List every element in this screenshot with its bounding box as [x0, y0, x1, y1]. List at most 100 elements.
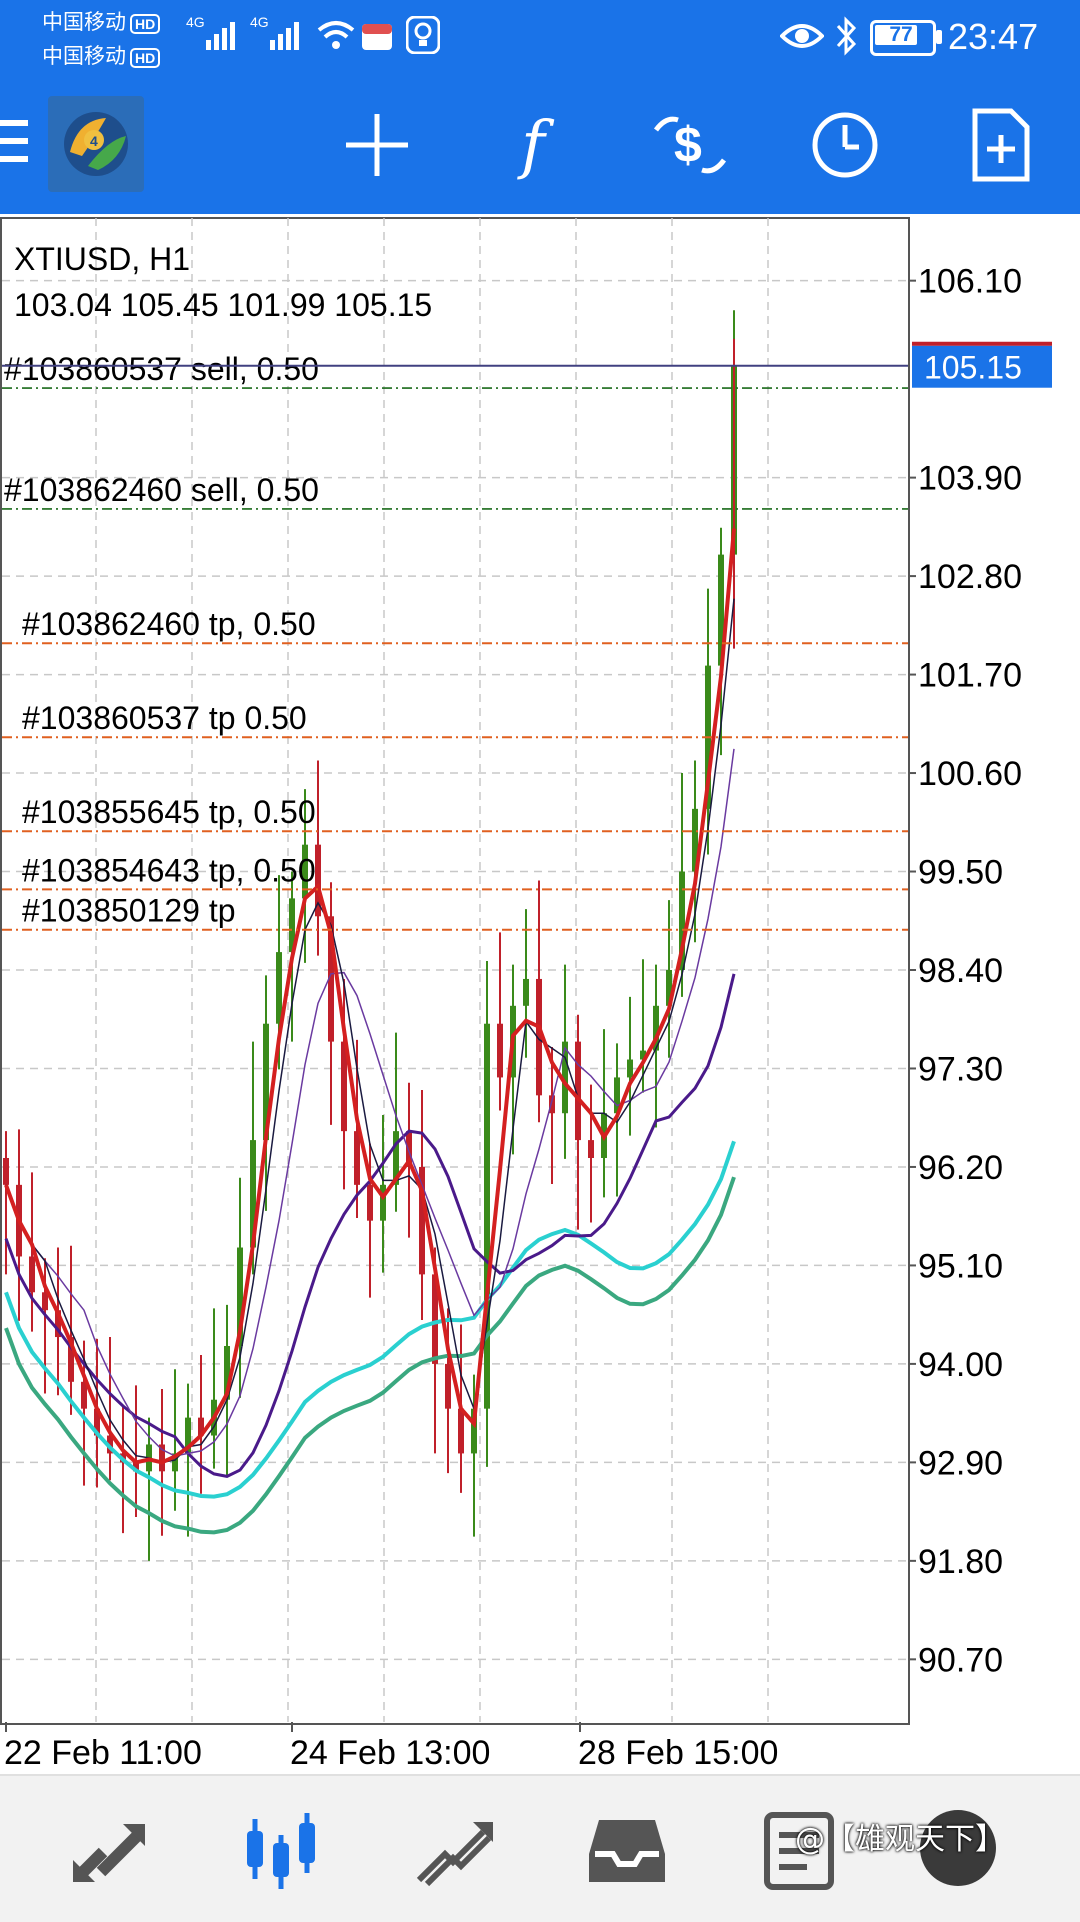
new-order-icon	[972, 108, 1030, 182]
app-notification-icon	[362, 24, 392, 50]
candle-body	[653, 1005, 659, 1051]
candle-body	[263, 1023, 269, 1141]
tp-label: #103860537 tp 0.50	[22, 700, 307, 736]
price-label: 106.10	[918, 263, 1022, 301]
nav-chart[interactable]	[236, 1806, 326, 1896]
ma-cyan-line	[4, 1140, 736, 1499]
watermark-avatar	[920, 1810, 996, 1886]
candle-body	[68, 1337, 74, 1382]
new-order-button[interactable]	[956, 100, 1046, 190]
crosshair-button[interactable]	[332, 100, 422, 190]
metatrader-logo[interactable]: 4	[48, 96, 144, 192]
toolbar: 4 f $	[0, 78, 1080, 214]
price-axis: 106.10 103.90 102.80 101.70 100.60 99.50 98.40…	[908, 263, 1022, 1679]
candle-body	[666, 970, 672, 1006]
watermark-text: @【雄观天下】	[795, 1822, 1005, 1857]
candle-body	[445, 1363, 451, 1409]
candle-body	[614, 1077, 620, 1114]
candle-body	[237, 1247, 243, 1346]
nav-history[interactable]	[582, 1806, 672, 1896]
battery-level: 77	[889, 23, 913, 46]
current-price-tag	[912, 345, 1052, 388]
status-bar: 中国移动 HD 中国移动 HD 4G 4G 77 23:47	[0, 0, 1080, 78]
price-label: 102.80	[918, 558, 1022, 596]
price-label: 96.20	[918, 1149, 1003, 1187]
plot-frame	[0, 217, 910, 1725]
candle-body	[328, 916, 334, 1042]
candle-body	[302, 844, 308, 899]
timeframe-button[interactable]	[800, 100, 890, 190]
trade-button[interactable]: $	[645, 100, 735, 190]
price-chart[interactable]: #103860537 sell, 0.50 #103862460 sell, 0.…	[0, 214, 1080, 1774]
price-label: 100.60	[918, 755, 1022, 793]
candle-body	[198, 1417, 204, 1436]
candle-body	[289, 898, 295, 953]
candle-body	[380, 1184, 386, 1221]
tp-label: #103850129 tp	[22, 893, 236, 929]
battery-tip	[936, 30, 942, 44]
candle-body	[484, 1023, 490, 1409]
price-label: 92.90	[918, 1444, 1003, 1482]
ma-green-line	[4, 1176, 736, 1535]
candle-body	[575, 1041, 581, 1141]
menu-icon[interactable]	[0, 118, 32, 168]
candle-body	[536, 978, 542, 1096]
candle-body	[640, 1050, 646, 1060]
candle-body	[692, 808, 698, 872]
chart-icon	[247, 1813, 315, 1889]
bluetooth-icon	[836, 16, 857, 56]
candle-body	[185, 1417, 191, 1454]
quotes-icon	[73, 1824, 145, 1882]
price-label: 90.70	[918, 1641, 1003, 1679]
price-label: 99.50	[918, 854, 1003, 892]
tp-label: #103855645 tp, 0.50	[22, 794, 316, 830]
sell-label: #103862460 sell, 0.50	[4, 472, 319, 508]
clock-icon	[812, 112, 878, 178]
svg-text:$: $	[674, 117, 702, 173]
symbol-label: XTIUSD, H1	[14, 241, 190, 277]
clock: 23:47	[948, 16, 1039, 57]
signal-icon	[270, 22, 299, 50]
ohlc-label: 103.04 105.45 101.99 105.15	[14, 287, 432, 323]
candle-body	[315, 844, 321, 917]
network-type-2: 4G	[250, 14, 269, 30]
tp-label: #103854643 tp, 0.50	[22, 852, 316, 888]
candle-body	[523, 978, 529, 1006]
trade-icon	[416, 1822, 493, 1887]
time-label: 22 Feb 11:00	[4, 1734, 202, 1772]
time-label: 24 Feb 13:00	[290, 1734, 490, 1772]
order-lines: #103860537 sell, 0.50 #103862460 sell, 0.…	[2, 341, 1052, 931]
wifi-icon	[317, 21, 355, 49]
candle-body	[250, 1140, 256, 1248]
nav-trade[interactable]	[410, 1806, 500, 1896]
candle-body	[432, 1274, 438, 1364]
time-axis: 22 Feb 11:00 24 Feb 13:00 28 Feb 15:00	[4, 1722, 778, 1772]
candle-body	[341, 1041, 347, 1132]
chart-area[interactable]: #103860537 sell, 0.50 #103862460 sell, 0.…	[0, 214, 1080, 1774]
ma-fast-line	[4, 528, 736, 1465]
candle-body	[29, 1256, 35, 1293]
indicators-button[interactable]: f	[488, 100, 578, 190]
svg-text:4: 4	[90, 133, 98, 149]
candle-body	[367, 1184, 373, 1221]
candle-body	[406, 1131, 412, 1167]
ma-thin-purple-line	[5, 748, 735, 1457]
candle-body	[419, 1166, 425, 1275]
candle-body	[627, 1059, 633, 1078]
price-label: 98.40	[918, 952, 1003, 990]
candle-body	[549, 1095, 555, 1114]
candle-body	[354, 1131, 360, 1185]
battery-icon: 77	[870, 20, 936, 56]
trade-icon: $	[653, 116, 727, 174]
candle-body	[42, 1292, 48, 1311]
indicators-icon: f	[521, 108, 545, 182]
current-price-value: 105.15	[924, 350, 1022, 386]
journal-icon	[764, 1812, 834, 1890]
candle-body	[172, 1453, 178, 1472]
crosshair-icon	[346, 114, 408, 176]
nav-journal[interactable]	[754, 1806, 844, 1896]
ma-dark-line	[5, 598, 735, 1464]
candle-body	[107, 1435, 113, 1454]
nav-quotes[interactable]	[64, 1806, 154, 1896]
lightbulb-icon	[406, 16, 440, 54]
